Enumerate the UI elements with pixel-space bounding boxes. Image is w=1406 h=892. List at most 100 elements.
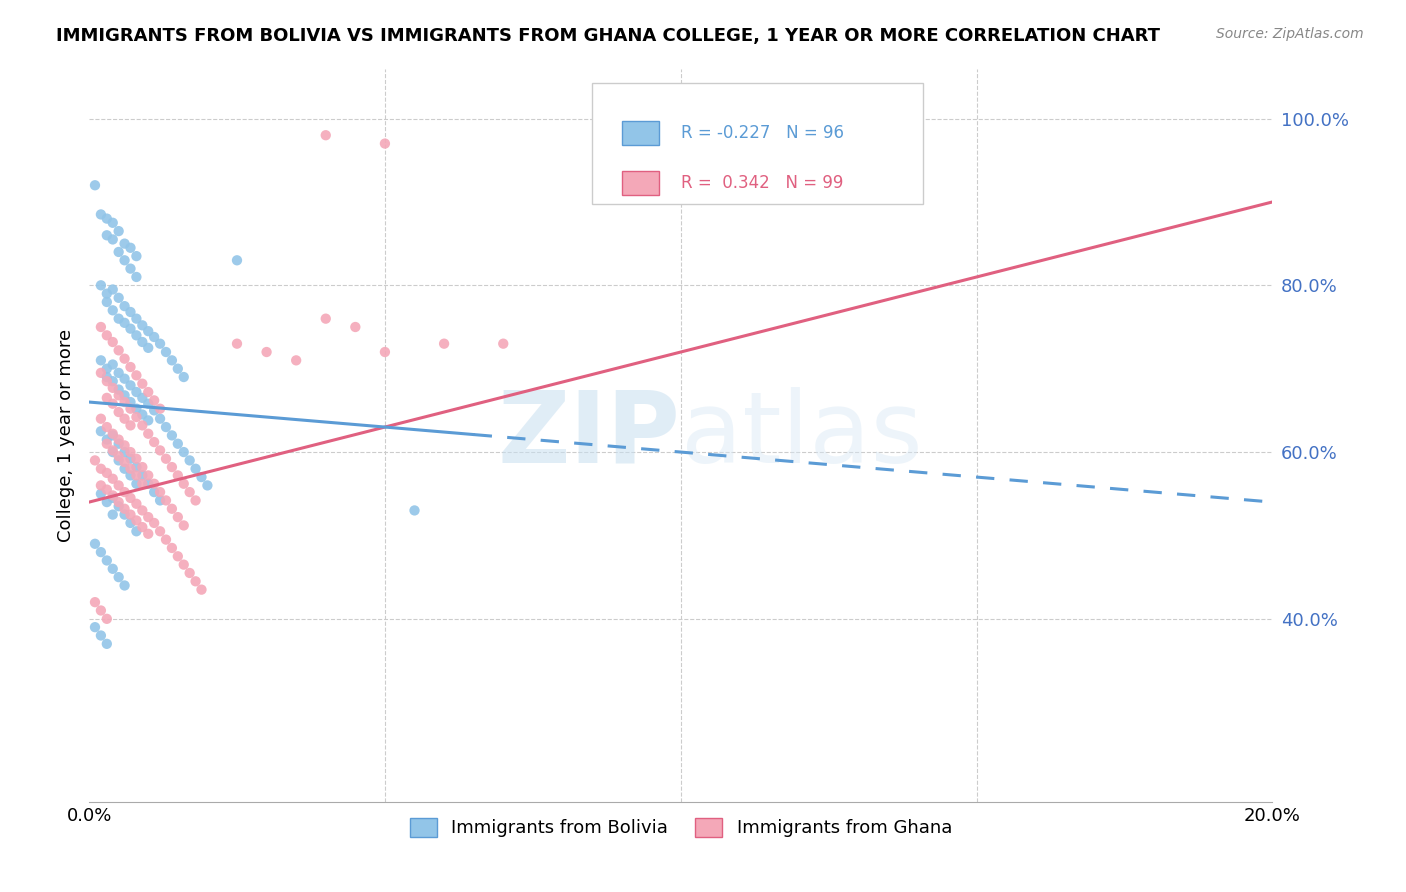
Point bbox=[136, 385, 159, 400]
Point bbox=[285, 353, 308, 368]
Point bbox=[101, 334, 124, 349]
Point bbox=[149, 524, 172, 539]
Point bbox=[101, 358, 124, 372]
Point bbox=[179, 566, 201, 580]
Point bbox=[101, 472, 124, 486]
Point bbox=[114, 236, 136, 251]
Point bbox=[125, 524, 148, 539]
Point bbox=[166, 510, 188, 524]
Point bbox=[120, 491, 142, 505]
Point bbox=[173, 558, 195, 572]
Point bbox=[136, 468, 159, 483]
Point bbox=[166, 361, 188, 376]
Point bbox=[125, 460, 148, 475]
Point bbox=[96, 420, 118, 434]
Point bbox=[84, 620, 107, 634]
Point bbox=[101, 428, 124, 442]
Point bbox=[846, 112, 869, 126]
Point bbox=[184, 462, 207, 476]
Point bbox=[120, 508, 142, 522]
Point bbox=[149, 493, 172, 508]
Point bbox=[184, 574, 207, 589]
Point bbox=[155, 533, 177, 547]
Text: R =  0.342   N = 99: R = 0.342 N = 99 bbox=[681, 174, 844, 192]
Point bbox=[107, 224, 129, 238]
Point bbox=[143, 485, 166, 500]
Point bbox=[90, 278, 112, 293]
Point bbox=[101, 232, 124, 246]
Point bbox=[149, 411, 172, 425]
Point bbox=[160, 541, 183, 555]
Point bbox=[120, 305, 142, 319]
Point bbox=[120, 378, 142, 392]
Point bbox=[131, 318, 153, 333]
Point bbox=[96, 370, 118, 384]
Point bbox=[120, 395, 142, 409]
Point bbox=[90, 628, 112, 642]
Point bbox=[96, 637, 118, 651]
Point bbox=[143, 476, 166, 491]
Point bbox=[114, 462, 136, 476]
Point bbox=[173, 476, 195, 491]
Point bbox=[315, 311, 337, 326]
Text: R = -0.227   N = 96: R = -0.227 N = 96 bbox=[681, 124, 844, 142]
Point bbox=[107, 405, 129, 419]
Point bbox=[107, 291, 129, 305]
Point bbox=[184, 493, 207, 508]
Point bbox=[101, 445, 124, 459]
Point bbox=[155, 493, 177, 508]
Point bbox=[96, 374, 118, 388]
Point bbox=[131, 376, 153, 391]
Point bbox=[315, 128, 337, 143]
Point bbox=[107, 449, 129, 463]
Point bbox=[125, 368, 148, 383]
Text: ZIP: ZIP bbox=[498, 387, 681, 483]
Point bbox=[433, 336, 456, 351]
Legend: Immigrants from Bolivia, Immigrants from Ghana: Immigrants from Bolivia, Immigrants from… bbox=[402, 811, 959, 845]
Point bbox=[160, 428, 183, 442]
Point bbox=[226, 253, 249, 268]
Point bbox=[125, 311, 148, 326]
Point bbox=[96, 483, 118, 497]
Point bbox=[90, 366, 112, 380]
Point bbox=[96, 286, 118, 301]
Point bbox=[114, 395, 136, 409]
Point bbox=[114, 578, 136, 592]
Point bbox=[143, 516, 166, 530]
Point bbox=[131, 468, 153, 483]
Point bbox=[190, 582, 212, 597]
Text: Source: ZipAtlas.com: Source: ZipAtlas.com bbox=[1216, 27, 1364, 41]
Point bbox=[96, 433, 118, 447]
Point bbox=[114, 485, 136, 500]
Point bbox=[96, 295, 118, 310]
Point bbox=[114, 455, 136, 469]
Point bbox=[101, 491, 124, 505]
Point bbox=[149, 401, 172, 416]
Point bbox=[136, 324, 159, 338]
Point bbox=[166, 468, 188, 483]
Point bbox=[143, 403, 166, 417]
Point bbox=[96, 211, 118, 226]
FancyBboxPatch shape bbox=[592, 83, 924, 204]
Point bbox=[136, 341, 159, 355]
Point bbox=[114, 253, 136, 268]
Point bbox=[114, 351, 136, 366]
Point bbox=[120, 401, 142, 416]
Point bbox=[107, 436, 129, 450]
Point bbox=[101, 397, 124, 411]
Point bbox=[190, 470, 212, 484]
Point bbox=[114, 438, 136, 452]
Point bbox=[155, 345, 177, 359]
Point bbox=[131, 503, 153, 517]
Point bbox=[120, 468, 142, 483]
Point bbox=[256, 345, 278, 359]
Point bbox=[120, 241, 142, 255]
Point bbox=[90, 424, 112, 438]
Point bbox=[160, 501, 183, 516]
Point bbox=[149, 336, 172, 351]
Point bbox=[131, 408, 153, 422]
Point bbox=[120, 418, 142, 433]
Point bbox=[101, 488, 124, 502]
Y-axis label: College, 1 year or more: College, 1 year or more bbox=[58, 329, 75, 542]
Point bbox=[114, 316, 136, 330]
